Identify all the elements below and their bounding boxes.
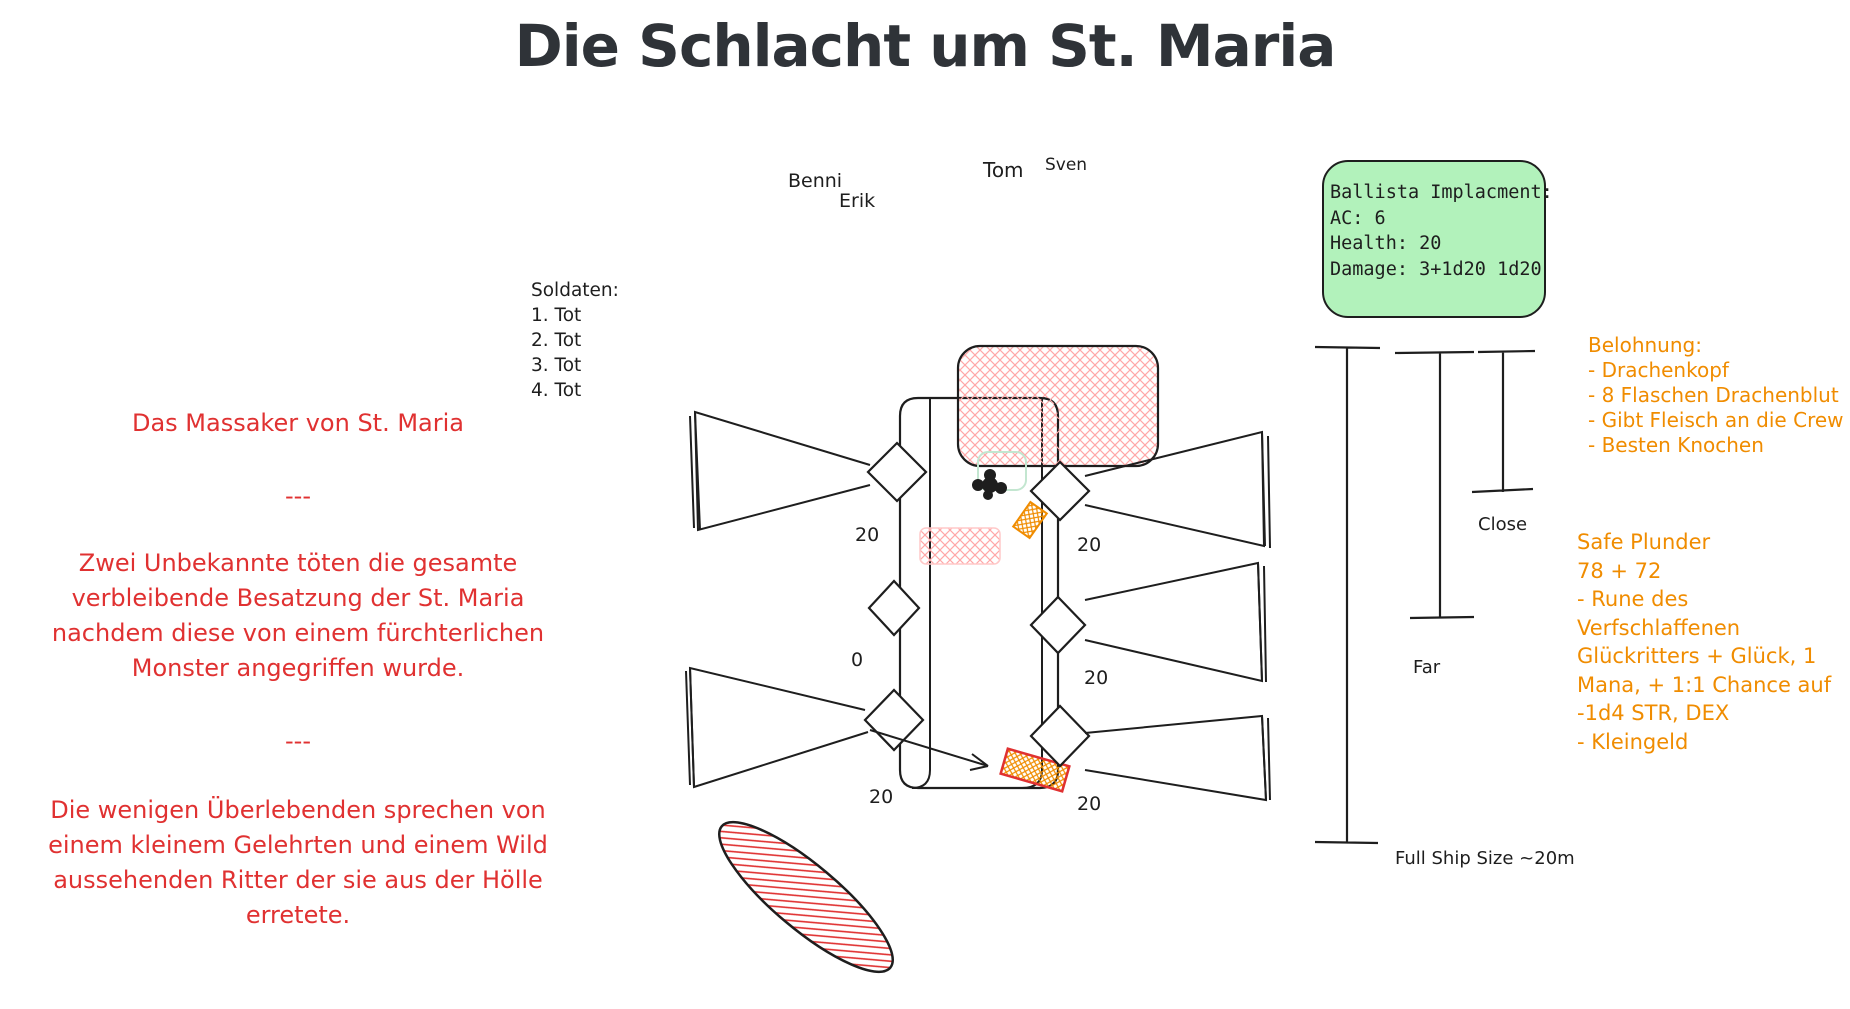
soldier-entry: 1. Tot (531, 305, 582, 326)
safe-plunder: Safe Plunder 78 + 72 - Rune des Verfschlaff… (1577, 528, 1831, 756)
ballista-cones (685, 410, 1271, 802)
story-paragraph-2: Die wenigen Überlebenden sprechen von ei… (48, 796, 548, 929)
red-token (999, 747, 1071, 793)
ballista-card (1322, 160, 1546, 318)
black-token (972, 469, 1007, 500)
story-separator: --- (285, 482, 311, 510)
range-bars (1314, 345, 1536, 845)
reward-item: - 8 Flaschen Drachenblut (1588, 383, 1839, 407)
soldier-entry: 3. Tot (531, 355, 582, 376)
reward-list: Belohnung: - Drachenkopf - 8 Flaschen Drac… (1588, 333, 1844, 458)
page-title: Die Schlacht um St. Maria (514, 12, 1337, 80)
player-benni: Benni (788, 170, 843, 192)
player-sven: Sven (1045, 155, 1088, 175)
hp-right-bottom: 20 (1077, 793, 1102, 815)
story-separator: --- (285, 727, 311, 755)
ballista-left-bottom (863, 688, 925, 752)
plunder-line: - Kleingeld (1577, 729, 1689, 754)
range-far-label: Far (1413, 657, 1441, 678)
plunder-line: Safe Plunder (1577, 530, 1711, 554)
ballista-left-top (866, 441, 928, 503)
reward-heading: Belohnung: (1588, 333, 1702, 357)
reward-item: - Gibt Fleisch an die Crew (1588, 408, 1844, 432)
ballista-right-bottom (1029, 704, 1091, 768)
hp-right-mid: 20 (1084, 667, 1109, 689)
plunder-line: Glückritters + Glück, 1 (1577, 644, 1817, 668)
soldier-list: Soldaten: 1. Tot 2. Tot 3. Tot 4. Tot (531, 278, 619, 403)
soldier-list-heading: Soldaten: (531, 280, 619, 301)
deck-hazard (919, 527, 1001, 565)
ballista-left-mid (867, 579, 921, 637)
range-full-label: Full Ship Size ~20m (1395, 848, 1575, 869)
story-paragraph-1: Zwei Unbekannte töten die gesamte verble… (51, 549, 545, 682)
hp-left-mid: 0 (851, 649, 864, 671)
ballista-right-top (1029, 460, 1091, 522)
ballista-stat-line: Damage: 3+1d20 1d20 (1330, 258, 1542, 280)
attack-arrow (869, 729, 989, 771)
hp-left-bottom: 20 (869, 786, 894, 808)
ballista-stat-line: AC: 6 (1330, 207, 1386, 229)
ballista-stats: Ballista Implacment: AC: 6 Health: 20 Damag… (1330, 180, 1553, 282)
plunder-line: Verfschlaffenen (1577, 615, 1741, 640)
player-tom: Tom (983, 158, 1024, 182)
ballista-stat-line: Health: 20 (1330, 233, 1442, 254)
range-close-label: Close (1478, 514, 1528, 535)
plunder-line: -1d4 STR, DEX (1577, 701, 1730, 725)
hp-right-top: 20 (1077, 534, 1102, 556)
reward-item: - Drachenkopf (1588, 358, 1729, 382)
soldier-entry: 2. Tot (531, 330, 582, 351)
hp-left-top: 20 (855, 524, 880, 546)
monster-area (956, 344, 1160, 468)
orange-token (1011, 500, 1049, 540)
plunder-line: - Rune des (1577, 587, 1689, 611)
story-title: Das Massaker von St. Maria (131, 409, 465, 437)
reward-item: - Besten Knochen (1588, 433, 1764, 457)
ballista-diamonds (863, 441, 1091, 768)
plunder-line: 78 + 72 (1577, 558, 1662, 583)
ballista-stat-line: Ballista Implacment: (1330, 182, 1553, 203)
ballista-right-mid (1029, 595, 1087, 655)
red-boat (718, 820, 894, 974)
player-erik: Erik (839, 190, 876, 212)
soldier-entry: 4. Tot (531, 380, 582, 401)
plunder-line: Mana, + 1:1 Chance auf (1577, 672, 1832, 697)
